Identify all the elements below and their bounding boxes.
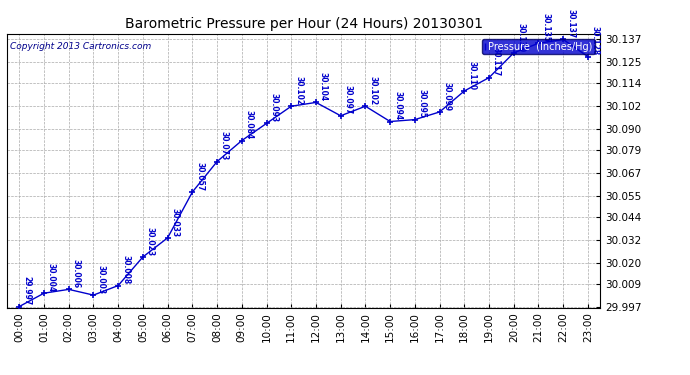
Text: 30.094: 30.094 [393,91,402,120]
Text: 30.004: 30.004 [47,263,56,292]
Text: 30.003: 30.003 [97,265,106,294]
Text: 30.135: 30.135 [542,13,551,42]
Text: 30.099: 30.099 [442,82,451,111]
Text: 30.104: 30.104 [319,72,328,101]
Text: 30.023: 30.023 [146,226,155,256]
Text: 30.097: 30.097 [344,86,353,115]
Text: 30.006: 30.006 [72,259,81,288]
Text: 30.128: 30.128 [591,26,600,56]
Text: 30.102: 30.102 [294,76,303,105]
Title: Barometric Pressure per Hour (24 Hours) 20130301: Barometric Pressure per Hour (24 Hours) … [125,17,482,31]
Text: 30.110: 30.110 [467,61,476,90]
Text: 30.008: 30.008 [121,255,130,284]
Text: 30.095: 30.095 [417,90,427,118]
Text: Copyright 2013 Cartronics.com: Copyright 2013 Cartronics.com [10,42,151,51]
Text: 30.033: 30.033 [170,208,179,237]
Text: 30.102: 30.102 [368,76,377,105]
Text: 30.130: 30.130 [517,22,526,52]
Text: 29.997: 29.997 [22,276,31,305]
Text: 30.073: 30.073 [220,131,229,160]
Text: 30.057: 30.057 [195,162,204,191]
Text: 30.117: 30.117 [492,47,501,76]
Text: 30.084: 30.084 [245,110,254,140]
Text: 30.093: 30.093 [269,93,279,122]
Legend: Pressure  (Inches/Hg): Pressure (Inches/Hg) [482,39,595,54]
Text: 30.137: 30.137 [566,9,575,38]
